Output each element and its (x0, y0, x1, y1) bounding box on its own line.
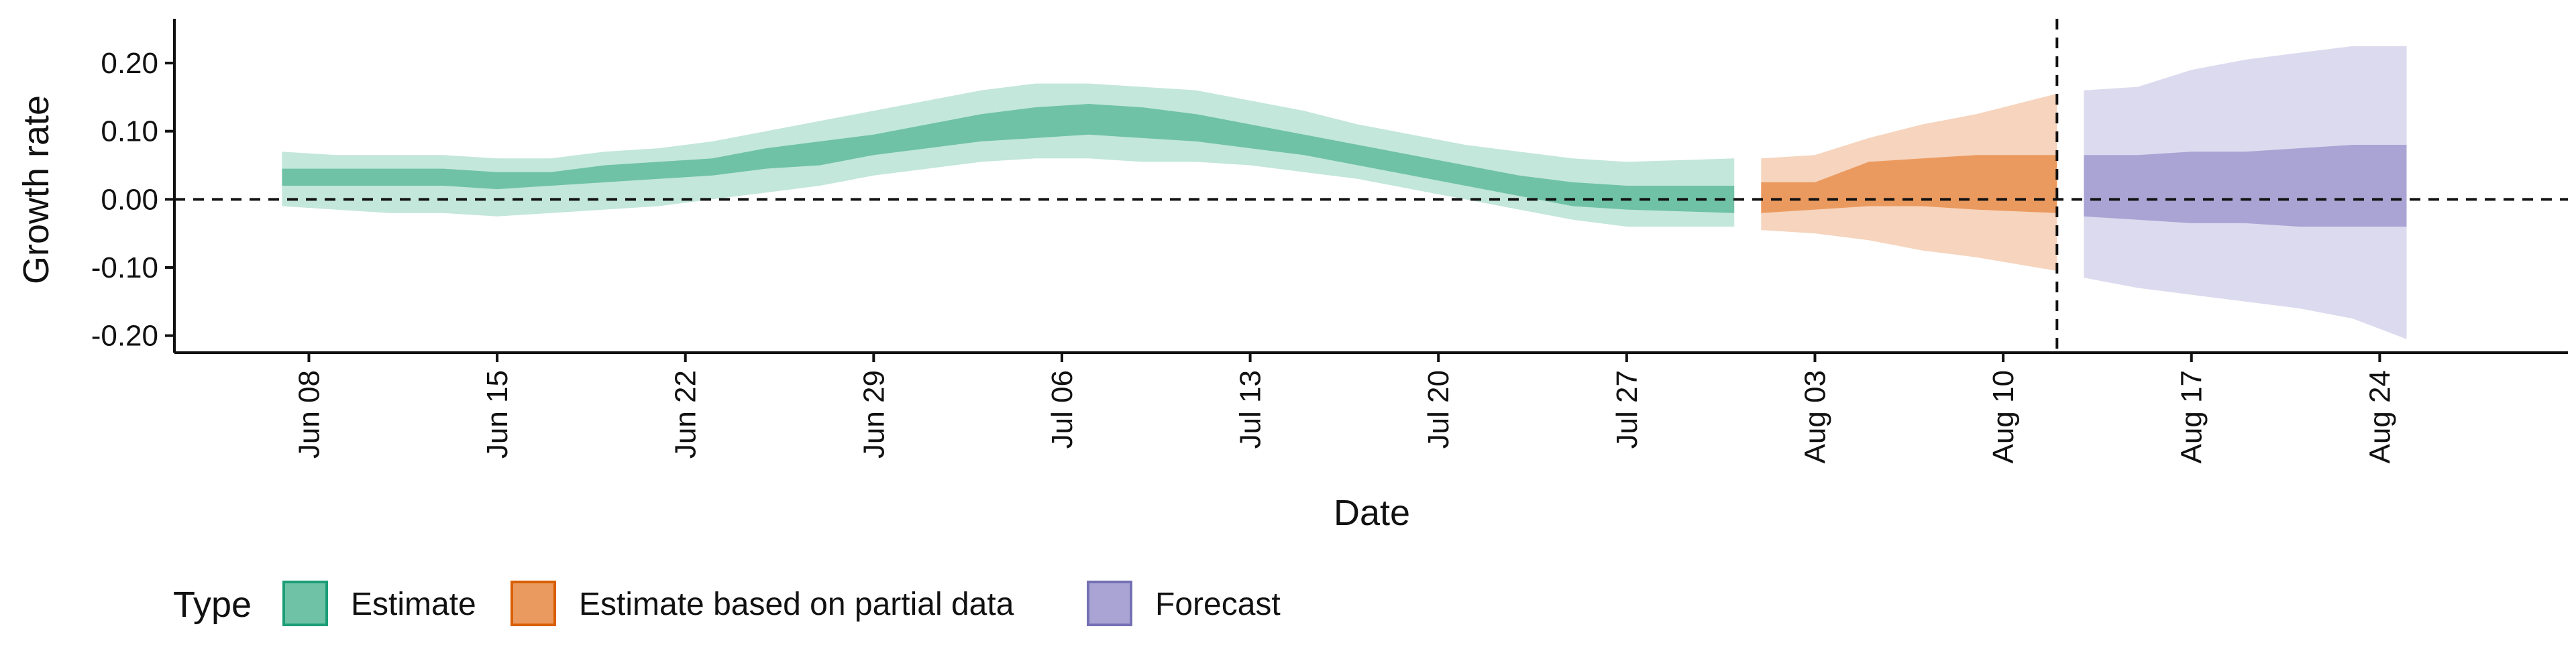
band-50-estimate (282, 104, 1735, 213)
legend-label-estimate-based-on-partial-data: Estimate based on partial data (579, 587, 1014, 622)
x-tick-label: Aug 24 (2363, 370, 2396, 463)
x-tick-label: Jul 13 (1234, 370, 1267, 449)
band-90-estimate (282, 83, 1735, 227)
x-tick-label: Jun 15 (481, 370, 514, 459)
y-tick-label: -0.20 (91, 320, 158, 353)
y-tick-label: 0.10 (101, 115, 158, 148)
x-axis-title: Date (1334, 493, 1410, 533)
x-tick-label: Jun 29 (857, 370, 890, 459)
ticks: 0.20 0.10 0.00 -0.10 -0.20 Jun 08 Jun 15 Jun 22… (91, 47, 2397, 463)
x-tick-label: Aug 17 (2176, 370, 2208, 463)
x-tick-label: Aug 10 (1987, 370, 2020, 463)
reference-lines (174, 19, 2568, 353)
x-tick-label: Aug 03 (1799, 370, 1832, 463)
legend-key-forecast (1087, 581, 1132, 626)
x-tick-label: Jun 22 (669, 370, 702, 459)
legend-label-forecast: Forecast (1155, 587, 1281, 622)
legend-key-estimate-based-on-partial-data (511, 581, 556, 626)
band-50-forecast (2084, 145, 2407, 227)
x-tick-label: Jul 20 (1422, 370, 1455, 449)
axes (173, 19, 2568, 354)
legend-label-estimate: Estimate (351, 587, 476, 622)
y-axis-title: Growth rate (16, 95, 56, 284)
y-tick-label: 0.00 (101, 183, 158, 216)
x-tick-label: Jul 27 (1611, 370, 1644, 449)
legend-key-estimate (282, 581, 328, 626)
bands-layer (282, 46, 2407, 339)
y-tick-label: 0.20 (101, 47, 158, 80)
x-tick-label: Jul 06 (1046, 370, 1079, 449)
legend-title: Type (173, 585, 252, 625)
legend: Type Estimate Estimate based on partial d… (173, 581, 1281, 626)
y-tick-label: -0.10 (91, 251, 158, 284)
x-tick-label: Jun 08 (292, 370, 325, 459)
